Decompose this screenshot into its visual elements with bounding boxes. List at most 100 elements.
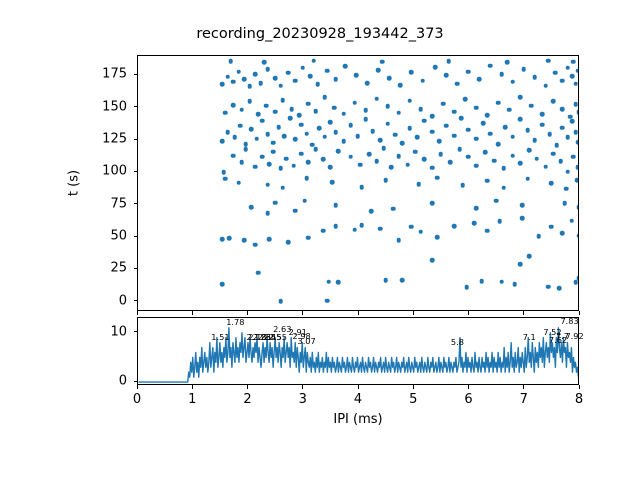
scatter-point [432,64,438,70]
scatter-point [499,71,504,77]
scatter-point [479,278,484,284]
scatter-point [462,97,468,102]
scatter-point [230,153,236,158]
scatter-point [341,139,346,144]
scatter-point [576,139,578,145]
scatter-point [230,79,236,85]
scatter-point [560,78,565,83]
scatter-point [398,82,403,88]
peak-label: 7.1 [522,331,536,342]
scatter-point [574,177,578,183]
scatter-point [333,129,339,135]
scatter-point [225,129,230,135]
scatter-point [518,261,523,267]
scatter-point [451,133,457,138]
scatter-point [289,106,294,112]
scatter-point [267,161,272,167]
scatter-point [560,230,565,236]
scatter-point [236,69,241,74]
scatter-point [482,150,488,155]
scatter-point [534,156,540,162]
scatter-point [563,186,569,191]
scatter-point [247,84,252,89]
scatter-point [293,137,298,142]
scatter-point [481,120,486,126]
scatter-point [518,95,523,100]
histogram-x-tick-mark [523,385,525,389]
scatter-point [429,113,435,119]
peak-label: 2.45 [263,331,282,342]
scatter-point [551,98,556,104]
scatter-point [226,236,232,241]
scatter-point [256,111,261,117]
scatter-y-tick-mark [133,235,137,237]
scatter-point [261,60,267,65]
scatter-point [399,140,405,146]
scatter-point [278,166,283,171]
scatter-y-tick-label: 75 [110,196,127,212]
scatter-point [311,58,316,63]
histogram-x-tick-mark [136,385,138,389]
scatter-point [466,69,471,74]
scatter-point [569,218,574,224]
scatter-point [526,254,532,259]
scatter-point [565,135,571,140]
peak-label: 2.55 [268,331,287,342]
scatter-point [554,142,560,148]
scatter-point [374,159,379,164]
scatter-y-tick-label: 100 [102,163,127,179]
scatter-point [435,175,440,180]
scatter-point [390,206,396,211]
scatter-point [510,134,515,140]
scatter-point [399,278,405,283]
scatter-point [388,164,394,170]
scatter-point [222,176,228,182]
scatter-point [429,165,435,171]
scatter-y-tick-mark [133,267,137,269]
peak-label: 2.1 [246,331,260,342]
scatter-point [499,279,504,284]
scatter-point [376,67,381,73]
scatter-point [309,142,315,147]
scatter-point [451,223,457,229]
scatter-point [414,135,420,140]
scatter-point [276,124,282,130]
scatter-point [576,233,578,238]
scatter-point [421,118,427,123]
scatter-point [348,154,353,160]
scatter-point [239,107,245,112]
scatter-x-tick-mark [412,311,414,315]
scatter-point [560,125,565,131]
scatter-point [418,229,424,235]
histogram-x-tick-label: 6 [464,392,473,407]
scatter-x-tick-mark [357,311,359,315]
scatter-point [407,126,413,131]
histogram-x-tick-mark [191,385,193,389]
scatter-point [221,170,226,175]
scatter-point [447,159,453,165]
peak-label: 7.83 [560,315,579,326]
scatter-point [324,68,330,74]
scatter-point [364,80,370,86]
scatter-point [330,179,335,185]
histogram-trace [138,327,578,383]
scatter-point [228,58,234,64]
figure-title: recording_20230928_193442_373 [196,26,444,42]
scatter-point [519,203,525,208]
scatter-x-tick-mark [468,311,470,315]
scatter-point [501,185,507,191]
scatter-point [466,154,471,160]
scatter-point [501,166,507,171]
scatter-point [457,146,462,152]
scatter-point [540,111,545,117]
scatter-point [252,242,258,248]
scatter-point [464,285,470,290]
scatter-point [438,151,444,157]
scatter-point [271,149,276,154]
scatter-point [370,128,376,134]
scatter-point [232,135,237,140]
scatter-point [368,208,374,214]
scatter-point [504,60,510,65]
histogram-y-tick-label: 10 [110,324,127,340]
